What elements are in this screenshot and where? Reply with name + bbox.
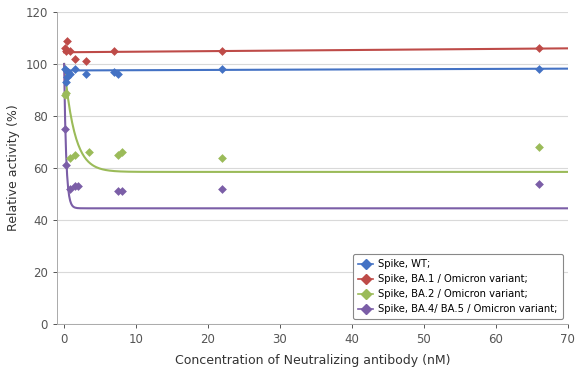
- Point: [113, 188, 123, 194]
- Point: [534, 144, 544, 150]
- Point: [534, 181, 544, 187]
- Point: [81, 58, 90, 65]
- Point: [534, 66, 544, 72]
- Point: [117, 188, 126, 194]
- Point: [70, 183, 80, 189]
- Point: [117, 149, 126, 155]
- Point: [61, 79, 70, 85]
- Point: [60, 45, 69, 52]
- Point: [218, 48, 227, 54]
- Point: [218, 66, 227, 72]
- Point: [61, 92, 70, 98]
- X-axis label: Concentration of Neutralizing antibody (nM): Concentration of Neutralizing antibody (…: [175, 354, 450, 367]
- Point: [70, 152, 80, 158]
- Point: [110, 48, 119, 54]
- Point: [113, 71, 123, 78]
- Point: [81, 71, 90, 78]
- Y-axis label: Relative activity (%): Relative activity (%): [7, 105, 20, 231]
- Point: [113, 152, 123, 158]
- Point: [70, 66, 80, 72]
- Point: [84, 149, 94, 155]
- Legend: Spike, WT;, Spike, BA.1 / Omicron variant;, Spike, BA.2 / Omicron variant;, Spik: Spike, WT;, Spike, BA.1 / Omicron varian…: [353, 254, 563, 319]
- Point: [218, 186, 227, 192]
- Point: [61, 126, 70, 132]
- Point: [61, 48, 70, 54]
- Point: [65, 48, 74, 54]
- Point: [62, 89, 71, 96]
- Point: [65, 155, 74, 161]
- Point: [534, 45, 544, 52]
- Point: [62, 37, 72, 44]
- Point: [65, 71, 74, 78]
- Point: [74, 183, 83, 189]
- Point: [60, 66, 69, 72]
- Point: [62, 74, 72, 80]
- Point: [110, 69, 119, 75]
- Point: [218, 155, 227, 161]
- Point: [62, 162, 71, 168]
- Point: [65, 186, 74, 192]
- Point: [70, 56, 80, 62]
- Point: [64, 69, 73, 75]
